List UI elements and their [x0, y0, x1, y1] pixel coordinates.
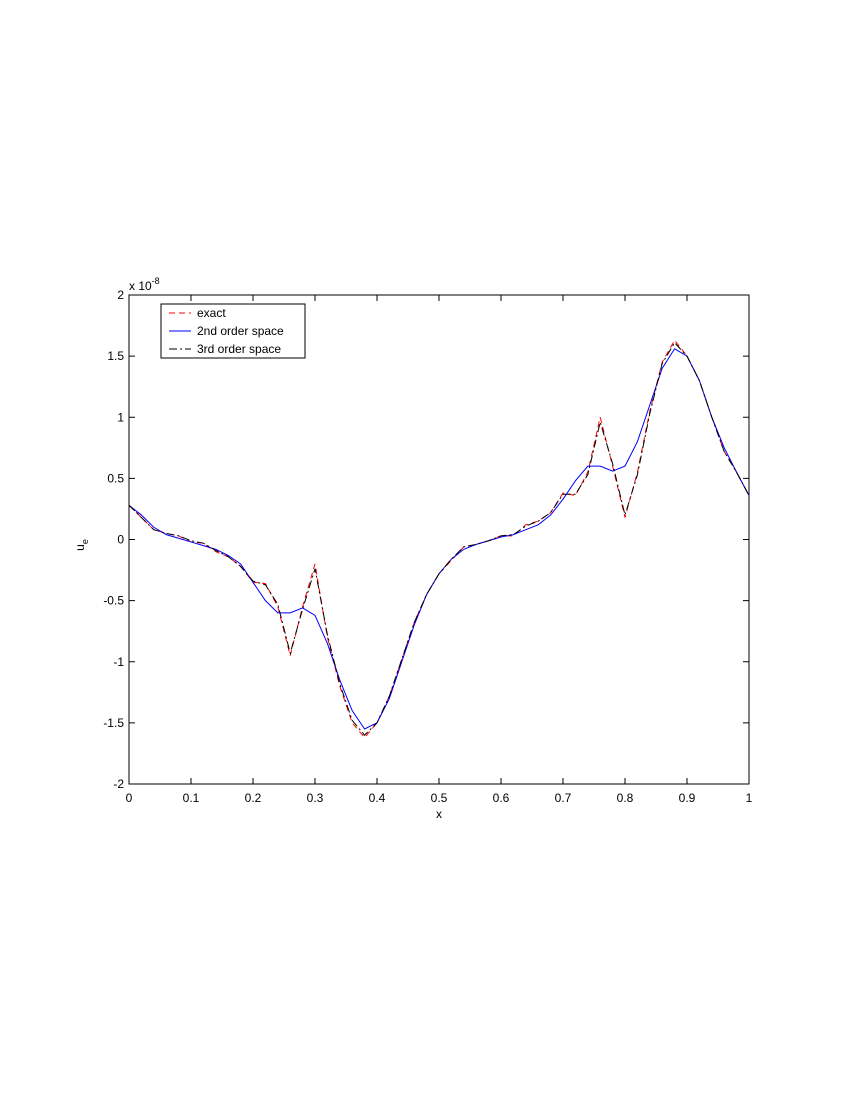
y-tick-label: -0.5 [103, 594, 124, 608]
y-tick-label: -2 [113, 777, 124, 791]
y-tick-label: -1 [113, 655, 124, 669]
data-line [128, 339, 750, 739]
y-label-subscript: e [80, 539, 90, 544]
data-line [128, 341, 750, 736]
x-axis-label: x [436, 807, 442, 821]
x-tick-label: 0.4 [369, 791, 386, 805]
y-tick-label: 0.5 [107, 471, 124, 485]
x-tick-label: 0.6 [493, 791, 510, 805]
legend-label: exact [197, 306, 226, 320]
x-tick-label: 0.1 [183, 791, 200, 805]
y-axis-label: ue [73, 539, 90, 551]
x-tick-label: 0 [126, 791, 133, 805]
y-scale-label: x 10-8 [129, 276, 160, 293]
y-scale-base: x 10 [129, 279, 152, 293]
y-label-main: u [73, 544, 87, 551]
x-tick-label: 0.5 [431, 791, 448, 805]
plot-frame [128, 294, 750, 785]
y-tick-label: 0 [117, 533, 124, 547]
x-tick-label: 1 [746, 791, 753, 805]
x-tick-label: 0.9 [679, 791, 696, 805]
y-scale-exponent: -8 [152, 276, 160, 286]
y-tick-label: -1.5 [103, 716, 124, 730]
x-tick-label: 0.7 [555, 791, 572, 805]
y-tick-label: 1.5 [107, 349, 124, 363]
y-tick-label: 2 [117, 288, 124, 302]
legend-label: 3rd order space [197, 342, 281, 356]
x-tick-label: 0.2 [245, 791, 262, 805]
x-tick-label: 0.8 [617, 791, 634, 805]
legend-label: 2nd order space [197, 324, 284, 338]
y-tick-label: 1 [117, 410, 124, 424]
data-line [128, 348, 750, 730]
x-tick-label: 0.3 [307, 791, 324, 805]
